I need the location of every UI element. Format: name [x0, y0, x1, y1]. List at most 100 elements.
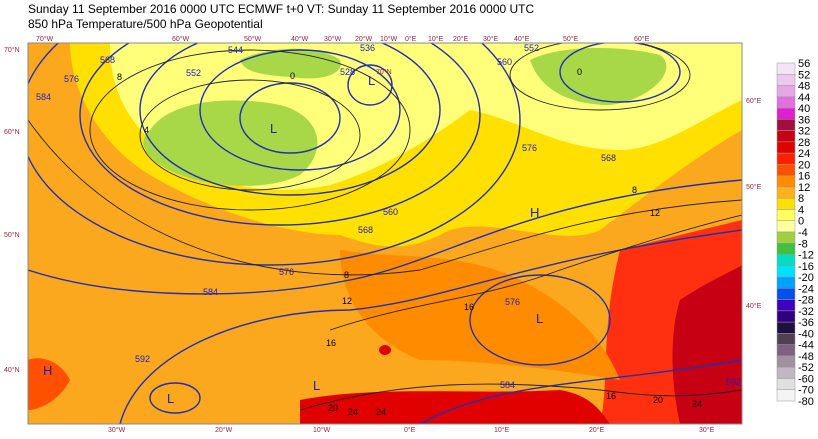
legend-swatch	[776, 197, 796, 210]
contour-label: 16	[326, 338, 336, 348]
geopotential-labels: 536 528 544 552 584 576 568 552 560 576 …	[36, 43, 741, 390]
lon-label: 30°E	[483, 35, 499, 43]
lat-label: 40°E	[746, 302, 762, 310]
lon-label: 10°E	[494, 426, 510, 434]
lon-label: 0°E	[405, 35, 417, 43]
legend-label: 16	[798, 171, 810, 183]
contour-label: 16	[606, 391, 616, 401]
contour-label: 24	[692, 399, 702, 409]
legend-swatch	[776, 299, 796, 312]
lon-label: 10°W	[313, 426, 331, 434]
title: Sunday 11 September 2016 0000 UTC ECMWF …	[28, 2, 535, 16]
low-marker: L	[368, 73, 375, 88]
legend-swatch	[776, 186, 796, 199]
legend-label: -48	[798, 351, 814, 363]
color-legend: 565248444036322824201612840-4-8-12-16-20…	[776, 58, 814, 408]
contour-label: 544	[228, 45, 243, 55]
legend-label: 40	[798, 103, 810, 115]
contour-label: 584	[500, 380, 515, 390]
legend-swatch	[776, 288, 796, 300]
contour-label: 592	[135, 354, 150, 364]
legend-label: -40	[798, 328, 814, 340]
lat-label: 40°N	[4, 366, 20, 374]
legend-label: 52	[798, 69, 810, 81]
contour-label: 576	[64, 74, 79, 84]
lon-label: 20°E	[589, 426, 605, 434]
contour-label: 4	[144, 125, 149, 135]
contour-label: 528	[340, 67, 355, 77]
contour-label: 560	[497, 57, 512, 67]
legend-label: 0	[798, 216, 804, 228]
lon-label: 60°W	[172, 35, 190, 43]
lon-label: 60°E	[634, 35, 650, 43]
legend-label: -8	[798, 238, 808, 250]
contour-label: 536	[360, 43, 375, 53]
high-marker: H	[530, 205, 539, 220]
contour-label: 8	[344, 270, 349, 280]
contour-label: 12	[650, 208, 660, 218]
legend-swatch	[776, 333, 796, 345]
contour-label: 568	[601, 153, 616, 163]
contour-label: 584	[203, 287, 218, 297]
lat-label: 60°E	[746, 97, 762, 105]
legend-label: 56	[798, 58, 810, 70]
legend-swatch	[776, 175, 796, 188]
contour-label: 568	[358, 225, 373, 235]
legend-swatch	[776, 355, 796, 368]
contour-label: 24	[376, 407, 386, 417]
grid-labels: 70°W 60°W 50°W 40°W 30°W 20°W 10°W 0°E 1…	[4, 35, 762, 434]
contour-label: 20	[328, 403, 338, 413]
lat-label: 50°E	[746, 183, 762, 191]
subtitle: 850 hPa Temperature/500 hPa Geopotential	[28, 17, 263, 31]
legend-label: -20	[798, 272, 814, 284]
legend-swatch	[776, 209, 796, 221]
legend-label: 36	[798, 114, 810, 126]
legend-swatch	[776, 254, 796, 267]
map-frame	[27, 42, 743, 425]
legend-swatch	[776, 130, 796, 143]
legend-swatch	[776, 85, 796, 98]
legend-label: 24	[798, 148, 810, 160]
legend-swatch	[776, 276, 796, 289]
lon-label: 30°W	[324, 35, 342, 43]
legend-swatch	[776, 389, 796, 402]
legend-swatch	[776, 243, 796, 255]
legend-swatch	[776, 164, 796, 176]
legend-label: 48	[798, 81, 810, 93]
lon-label: 20°W	[355, 35, 373, 43]
legend-label: -4	[798, 227, 808, 239]
contour-label: 568	[100, 55, 115, 65]
legend-label: -16	[798, 261, 814, 273]
lon-label: 10°E	[428, 35, 444, 43]
contour-label: 0	[577, 67, 582, 77]
lon-label: 50°W	[244, 35, 262, 43]
contour-label: 576	[522, 143, 537, 153]
low-marker: L	[536, 311, 543, 326]
legend-label: 12	[798, 182, 810, 194]
lon-label: 70°W	[36, 35, 54, 43]
lat-label: 70°N	[376, 68, 392, 76]
lat-label: 60°N	[4, 128, 20, 136]
low-marker: L	[167, 391, 174, 406]
legend-swatch	[776, 231, 796, 244]
contour-label: 584	[36, 92, 51, 102]
legend-label: -24	[798, 283, 814, 295]
lon-label: 40°E	[514, 35, 530, 43]
high-marker: H	[43, 363, 52, 378]
legend-swatch	[776, 141, 796, 154]
low-marker: L	[313, 378, 320, 393]
lon-label: 20°W	[215, 426, 233, 434]
legend-swatch	[776, 107, 796, 120]
temperature-labels: 0 4 8 0 8 12 16 16 20 24 24 16 20 24 12 …	[117, 67, 702, 417]
contour-label: 576	[505, 297, 520, 307]
contour-label: 552	[524, 43, 539, 53]
lat-label: 70°N	[4, 46, 20, 54]
legend-label: -52	[798, 362, 814, 374]
lon-label: 50°E	[563, 35, 579, 43]
pressure-centers: L L H L H L L	[43, 73, 543, 406]
legend-swatch	[776, 220, 796, 233]
lon-label: 30°W	[108, 426, 126, 434]
legend-swatch	[776, 344, 796, 357]
legend-label: -12	[798, 250, 814, 262]
legend-swatch	[776, 321, 796, 334]
